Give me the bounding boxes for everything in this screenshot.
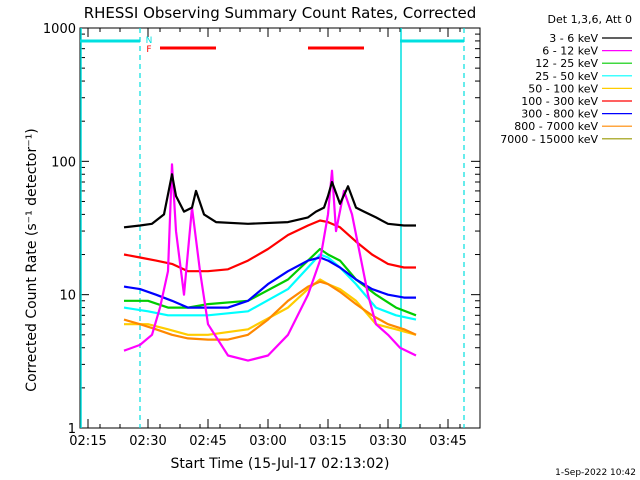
plot-layer: 1 10 100 1000 02:15 02:30 02:45 03:00 03:15 03:30… [43,22,481,449]
legend-label: 800 - 7000 keV [514,120,598,133]
y-tick-label: 1 [68,422,76,437]
legend-label: 6 - 12 keV [542,45,598,58]
series-line [123,219,416,273]
legend-label: 12 - 25 keV [535,57,598,70]
x-tick-label: 03:45 [429,434,466,449]
series-line [123,163,417,362]
series-line [123,280,417,341]
x-tick-label: 02:30 [129,434,166,449]
y-tick-label: 10 [59,289,76,304]
flag-f-label: F [146,45,151,55]
x-tick-label: 03:15 [309,434,346,449]
flag-n-label: N [146,36,153,46]
series-line [123,173,416,229]
x-tick-label: 02:45 [189,434,226,449]
y-tick-label: 1000 [43,22,76,37]
legend-label: 7000 - 15000 keV [500,133,598,146]
x-axis-label: Start Time (15-Jul-17 02:13:02) [170,456,389,472]
legend-label: 3 - 6 keV [549,32,598,45]
chart-title: RHESSI Observing Summary Count Rates, Co… [84,4,477,22]
series-line [124,278,417,336]
x-tick-label: 02:15 [69,434,106,449]
y-axis-label: Corrected Count Rate (s⁻¹ detector⁻¹) [24,128,40,391]
legend-header: Det 1,3,6, Att 0 [548,13,632,26]
legend-label: 300 - 800 keV [521,108,598,121]
legend-label: 25 - 50 keV [535,70,598,83]
x-tick-label: 03:30 [369,434,406,449]
y-tick-label: 100 [51,155,76,170]
legend-label: 50 - 100 keV [528,82,598,95]
legend-label: 100 - 300 keV [521,95,598,108]
date-stamp: 1-Sep-2022 10:42 [555,468,636,478]
x-tick-label: 03:00 [249,434,286,449]
series-line [123,256,416,309]
